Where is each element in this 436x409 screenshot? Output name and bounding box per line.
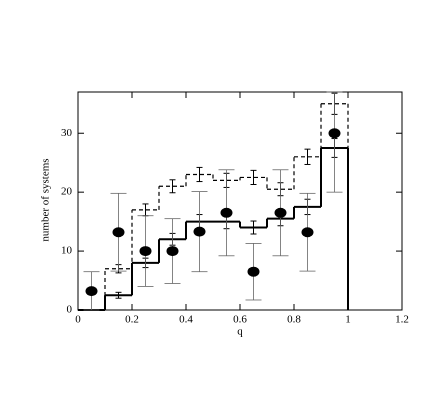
y-tick-label: 30 bbox=[61, 127, 73, 139]
y-axis-label: number of systems bbox=[40, 158, 52, 241]
data-point bbox=[328, 128, 341, 139]
plot-frame bbox=[77, 91, 403, 311]
x-tick-label: 0.8 bbox=[287, 314, 301, 326]
data-point bbox=[220, 207, 233, 218]
data-point bbox=[247, 266, 260, 277]
data-point bbox=[139, 246, 152, 257]
x-axis-label: q bbox=[237, 326, 243, 338]
data-point bbox=[301, 227, 314, 238]
y-tick-label: 20 bbox=[61, 186, 73, 198]
data-point bbox=[85, 286, 98, 297]
y-tick-label: 0 bbox=[67, 304, 73, 316]
x-tick-label: 1 bbox=[345, 314, 351, 326]
data-point bbox=[112, 227, 125, 238]
x-tick-label: 0 bbox=[75, 314, 81, 326]
data-point bbox=[274, 207, 287, 218]
x-tick-label: 0.6 bbox=[233, 314, 247, 326]
data-point bbox=[193, 226, 206, 237]
x-tick-label: 0.2 bbox=[125, 314, 139, 326]
data-point bbox=[166, 246, 179, 257]
y-tick-label: 10 bbox=[61, 245, 73, 257]
x-tick-label: 0.4 bbox=[179, 314, 193, 326]
x-tick-label: 1.2 bbox=[395, 314, 409, 326]
